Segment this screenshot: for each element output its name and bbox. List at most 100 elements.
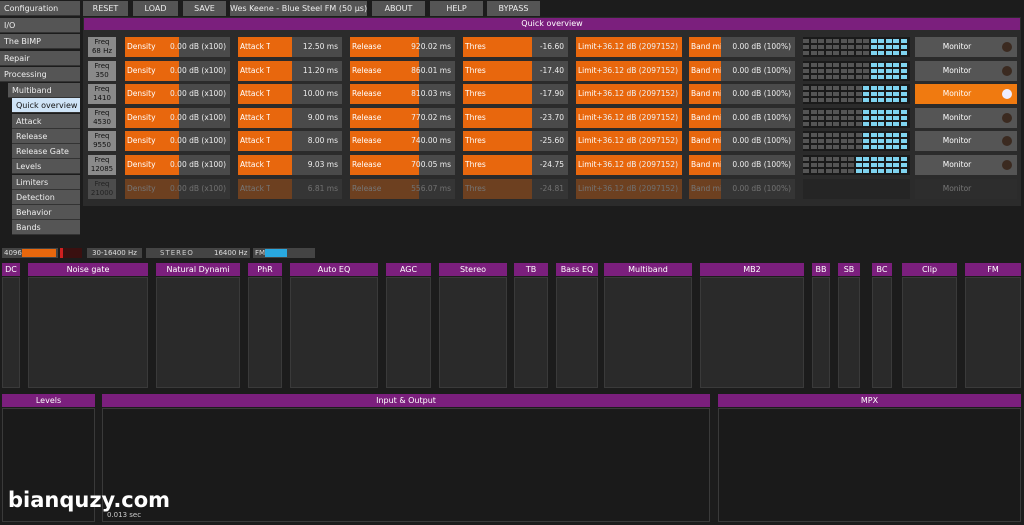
sidebar-item[interactable]: Configuration (0, 1, 80, 16)
toolbar-button[interactable]: Wes Keene - Blue Steel FM (50 µs) (230, 1, 367, 16)
control[interactable]: Density 0.00 dB (x100) (125, 155, 230, 175)
control[interactable]: Thres -16.60 (463, 37, 568, 57)
freq-button[interactable]: Freq 9550 (88, 131, 116, 152)
slider-fill (157, 178, 179, 199)
control[interactable]: Attack Time 12.50 ms (238, 37, 342, 57)
meter-segment (893, 115, 899, 120)
freq-button[interactable]: Freq 21000 (88, 178, 116, 199)
control-value: 9.00 ms (307, 112, 338, 122)
sidebar-item[interactable]: The BIMP (0, 34, 80, 50)
control[interactable]: Release Time 920.02 ms (350, 37, 455, 57)
sidebar-item[interactable]: Multiband (8, 83, 80, 98)
control[interactable]: Density 0.00 dB (x100) (125, 84, 230, 105)
sidebar-item[interactable]: Quick overview (12, 98, 80, 114)
control[interactable]: Limit +36.12 dB (2097152) (576, 178, 682, 199)
control-value: -24.81 (539, 183, 564, 193)
control[interactable]: Limit +36.12 dB (2097152) (576, 84, 682, 105)
control[interactable]: Band mix 0.00 dB (100%) (689, 178, 795, 199)
sidebar-item[interactable]: Attack (12, 113, 80, 129)
meter-segment (863, 98, 869, 103)
control[interactable]: Thres -23.70 (463, 107, 568, 128)
control[interactable]: Thres -24.75 (463, 155, 568, 175)
control-value: 10.00 ms (302, 89, 338, 99)
panel-title: Natural Dynami (156, 263, 240, 276)
control-label: Thres (463, 84, 495, 105)
sidebar-item[interactable]: Behavior (12, 205, 80, 220)
toolbar-button[interactable]: RESET (83, 1, 128, 16)
control-label: Band mix (689, 37, 721, 57)
control-value: -25.60 (539, 136, 564, 146)
control[interactable]: Band mix 0.00 dB (100%) (689, 84, 795, 105)
control[interactable]: Thres -25.60 (463, 131, 568, 152)
control[interactable]: Attack Time 11.20 ms (238, 60, 342, 81)
control[interactable]: Limit +36.12 dB (2097152) (576, 37, 682, 57)
control-value: 0.00 dB (x100) (170, 65, 226, 75)
meter-segment (803, 133, 809, 138)
control[interactable]: Density 0.00 dB (x100) (125, 107, 230, 128)
control[interactable]: Release Time 740.00 ms (350, 131, 455, 152)
control[interactable]: Band mix 0.00 dB (100%) (689, 107, 795, 128)
control[interactable]: Release Time 700.05 ms (350, 155, 455, 175)
monitor-button[interactable]: Monitor (915, 107, 1017, 128)
freq-value: 9550 (93, 141, 111, 150)
control-label: Band mix (689, 155, 721, 175)
toolbar-button[interactable]: ABOUT (372, 1, 425, 16)
control[interactable]: Attack Time 9.00 ms (238, 107, 342, 128)
control[interactable]: Limit +36.12 dB (2097152) (576, 131, 682, 152)
control[interactable]: Limit +36.12 dB (2097152) (576, 107, 682, 128)
control[interactable]: Attack Time 10.00 ms (238, 84, 342, 105)
monitor-button[interactable]: Monitor (915, 60, 1017, 81)
sidebar-item[interactable]: Processing (0, 67, 80, 83)
control[interactable]: Thres -17.90 (463, 84, 568, 105)
toolbar-button[interactable]: BYPASS (487, 1, 540, 16)
control[interactable]: Band mix 0.00 dB (100%) (689, 131, 795, 152)
toolbar-button[interactable]: LOAD (133, 1, 178, 16)
control[interactable]: Attack Time 8.00 ms (238, 131, 342, 152)
control[interactable]: Band mix 0.00 dB (100%) (689, 155, 795, 175)
meter-segment (833, 169, 839, 173)
monitor-button[interactable]: Monitor (915, 37, 1017, 57)
control-label: Attack Time (238, 37, 270, 57)
control[interactable]: Density 0.00 dB (x100) (125, 131, 230, 152)
sidebar-item[interactable]: Release (12, 128, 80, 144)
control[interactable]: Attack Time 9.03 ms (238, 155, 342, 175)
control[interactable]: Attack Time 6.81 ms (238, 178, 342, 199)
control[interactable]: Limit +36.12 dB (2097152) (576, 60, 682, 81)
control[interactable]: Thres -24.81 (463, 178, 568, 199)
sidebar-item[interactable]: Detection (12, 189, 80, 205)
control[interactable]: Band mix 0.00 dB (100%) (689, 37, 795, 57)
freq-button[interactable]: Freq 12085 (88, 155, 116, 175)
control[interactable]: Density 0.00 dB (x100) (125, 60, 230, 81)
sidebar-item[interactable]: Limiters (12, 174, 80, 190)
sidebar-item[interactable]: Repair (0, 50, 80, 66)
freq-button[interactable]: Freq 350 (88, 60, 116, 81)
monitor-button[interactable]: Monitor (915, 131, 1017, 152)
control[interactable]: Thres -17.40 (463, 60, 568, 81)
meter-segment (893, 139, 899, 144)
monitor-button[interactable]: Monitor (915, 155, 1017, 175)
control[interactable]: Band mix 0.00 dB (100%) (689, 60, 795, 81)
monitor-button[interactable]: Monitor (915, 84, 1017, 105)
sidebar-item[interactable]: Levels (12, 159, 80, 175)
meter-segment (855, 121, 862, 126)
control[interactable]: Release Time 860.01 ms (350, 60, 455, 81)
control-label: Release Time (350, 131, 382, 152)
freq-button[interactable]: Freq 68 Hz (88, 37, 116, 57)
meter-segment (833, 68, 839, 73)
control[interactable]: Release Time 556.07 ms (350, 178, 455, 199)
meter-segment (818, 139, 824, 144)
control[interactable]: Release Time 810.03 ms (350, 84, 455, 105)
toolbar-button[interactable]: SAVE (183, 1, 226, 16)
control[interactable]: Release Time 770.02 ms (350, 107, 455, 128)
sidebar-item[interactable]: Bands (12, 220, 80, 236)
freq-button[interactable]: Freq 4530 (88, 107, 116, 128)
control-value: 860.01 ms (411, 65, 451, 75)
control[interactable]: Density 0.00 dB (x100) (125, 178, 230, 199)
control[interactable]: Limit +36.12 dB (2097152) (576, 155, 682, 175)
sidebar-item[interactable]: I/O (0, 17, 80, 33)
sidebar-item[interactable]: Release Gate (12, 144, 80, 159)
monitor-button[interactable]: Monitor (915, 178, 1017, 199)
freq-button[interactable]: Freq 1410 (88, 84, 116, 105)
control[interactable]: Density 0.00 dB (x100) (125, 37, 230, 57)
toolbar-button[interactable]: HELP (430, 1, 483, 16)
